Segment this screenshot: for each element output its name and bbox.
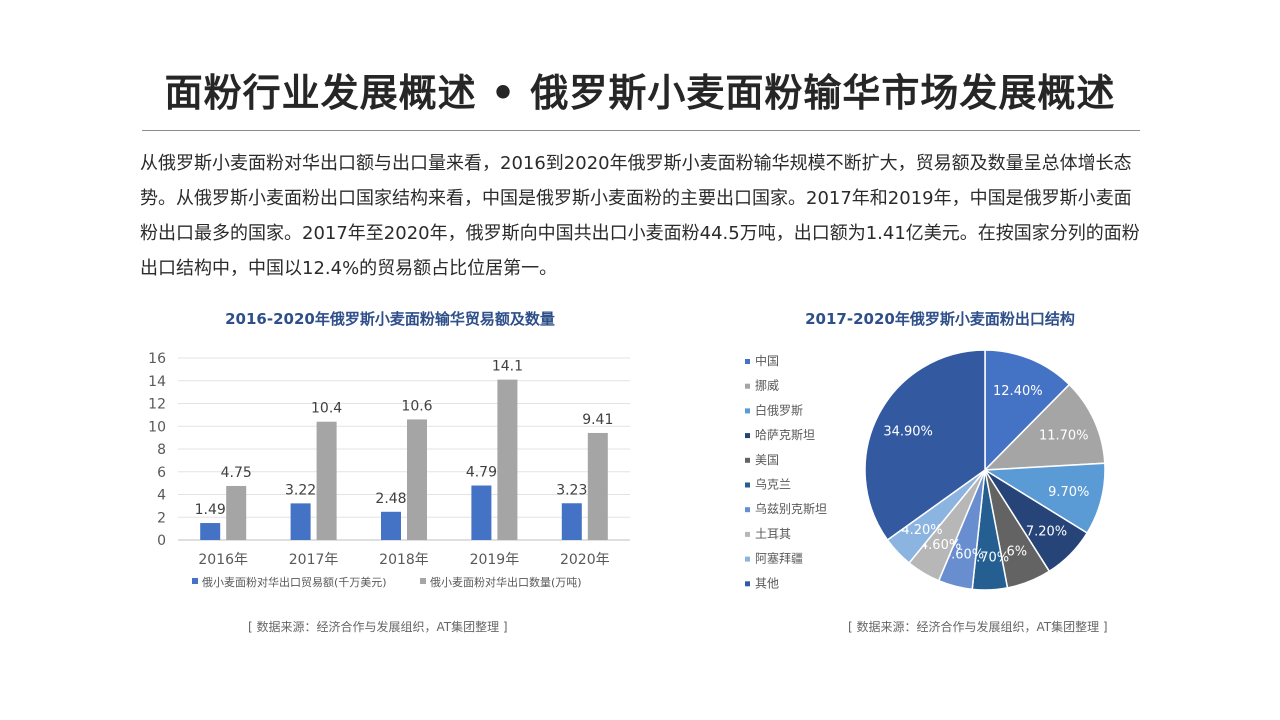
title-divider bbox=[142, 130, 1140, 131]
slice-label: 9.70% bbox=[1048, 485, 1089, 500]
slice-label: 34.90% bbox=[883, 425, 933, 440]
x-tick-label: 2020年 bbox=[560, 552, 610, 568]
x-tick-label: 2019年 bbox=[470, 552, 520, 568]
y-tick-label: 6 bbox=[157, 465, 166, 481]
legend-label: 美国 bbox=[755, 453, 779, 467]
legend-swatch bbox=[745, 433, 750, 439]
legend-label: 俄小麦面粉对华出口数量(万吨) bbox=[430, 575, 582, 589]
bar-chart-source: [ 数据来源：经济合作与发展组织，AT集团整理 ] bbox=[248, 620, 508, 634]
legend-label: 哈萨克斯坦 bbox=[755, 428, 815, 442]
y-tick-label: 4 bbox=[157, 488, 166, 504]
y-tick-label: 2 bbox=[157, 510, 166, 526]
data-label: 3.23 bbox=[556, 482, 587, 498]
legend-label: 土耳其 bbox=[755, 527, 791, 541]
slice-label: 4.60% bbox=[943, 548, 984, 563]
pie-chart-title: 2017-2020年俄罗斯小麦面粉出口结构 bbox=[805, 310, 1075, 328]
summary-paragraph: 从俄罗斯小麦面粉对华出口额与出口量来看，2016到2020年俄罗斯小麦面粉输华规… bbox=[140, 153, 1140, 279]
slice-label: 6% bbox=[1006, 544, 1027, 559]
y-tick-label: 8 bbox=[157, 442, 166, 458]
x-tick-label: 2017年 bbox=[289, 552, 339, 568]
data-label: 9.41 bbox=[582, 412, 613, 428]
data-label: 1.49 bbox=[195, 502, 226, 518]
legend-swatch bbox=[420, 578, 426, 584]
bar bbox=[407, 419, 427, 540]
legend-label: 挪威 bbox=[755, 379, 779, 393]
legend-label: 中国 bbox=[755, 353, 779, 368]
bar bbox=[290, 503, 311, 540]
legend-label: 白俄罗斯 bbox=[755, 402, 803, 417]
y-tick-label: 14 bbox=[148, 374, 166, 390]
data-label: 14.1 bbox=[492, 359, 523, 375]
bar bbox=[561, 503, 582, 540]
legend-label: 乌克兰 bbox=[755, 477, 791, 492]
bar bbox=[587, 432, 608, 540]
bar bbox=[497, 379, 518, 540]
data-label: 10.6 bbox=[401, 398, 432, 414]
y-tick-label: 12 bbox=[148, 397, 166, 413]
y-tick-label: 16 bbox=[148, 351, 166, 367]
legend-label: 乌兹别克斯坦 bbox=[755, 501, 827, 516]
legend-label: 其他 bbox=[755, 576, 779, 590]
slice-label: 12.40% bbox=[993, 384, 1043, 399]
slice-label: 4.60% bbox=[920, 538, 961, 553]
data-label: 10.4 bbox=[311, 401, 342, 417]
pie-chart-source: [ 数据来源：经济合作与发展组织，AT集团整理 ] bbox=[848, 620, 1108, 634]
legend-label: 俄小麦面粉对华出口贸易额(千万美元) bbox=[202, 575, 387, 589]
bar bbox=[316, 421, 337, 540]
pie-slice bbox=[983, 383, 1106, 471]
bar bbox=[471, 485, 492, 540]
x-tick-label: 2016年 bbox=[198, 552, 248, 568]
slice-label: 11.70% bbox=[1039, 428, 1089, 443]
pie-slice bbox=[984, 349, 1071, 472]
bar bbox=[381, 511, 401, 540]
legend-label: 阿塞拜疆 bbox=[755, 551, 803, 566]
pie-slice bbox=[982, 462, 1106, 535]
bar bbox=[200, 523, 221, 540]
data-label: 3.22 bbox=[285, 482, 316, 498]
bar-chart-title: 2016-2020年俄罗斯小麦面粉输华贸易额及数量 bbox=[225, 310, 555, 328]
bar bbox=[226, 485, 247, 540]
y-tick-label: 10 bbox=[148, 419, 166, 435]
legend-swatch bbox=[745, 507, 750, 513]
legend-swatch bbox=[745, 457, 750, 463]
pie-slice bbox=[864, 349, 986, 541]
legend-swatch bbox=[745, 482, 750, 488]
y-tick-label: 0 bbox=[157, 533, 166, 549]
legend-swatch bbox=[745, 383, 750, 389]
data-label: 4.75 bbox=[221, 465, 252, 481]
legend-swatch bbox=[745, 531, 750, 537]
legend-swatch bbox=[192, 578, 198, 584]
pie-chart: 12.40%11.70%9.70%7.20%6%4.70%4.60%4.60%4… bbox=[745, 349, 1106, 591]
legend-swatch bbox=[745, 581, 750, 587]
legend-swatch bbox=[745, 408, 750, 414]
page-title: 面粉行业发展概述 • 俄罗斯小麦面粉输华市场发展概述 bbox=[164, 71, 1116, 115]
data-label: 4.79 bbox=[466, 465, 497, 481]
slice-label: 7.20% bbox=[1026, 525, 1067, 540]
slice-label: 4.20% bbox=[901, 523, 942, 538]
slice-label: 4.70% bbox=[968, 550, 1009, 565]
legend-swatch bbox=[745, 556, 750, 562]
legend-swatch bbox=[745, 359, 750, 364]
data-label: 2.48 bbox=[375, 491, 406, 507]
x-tick-label: 2018年 bbox=[379, 552, 429, 568]
bar-chart: 0 2 4 6 8 10 12 14 16 2016年 1.49 4.75 2017年 3.22 10.4 2… bbox=[148, 351, 630, 589]
